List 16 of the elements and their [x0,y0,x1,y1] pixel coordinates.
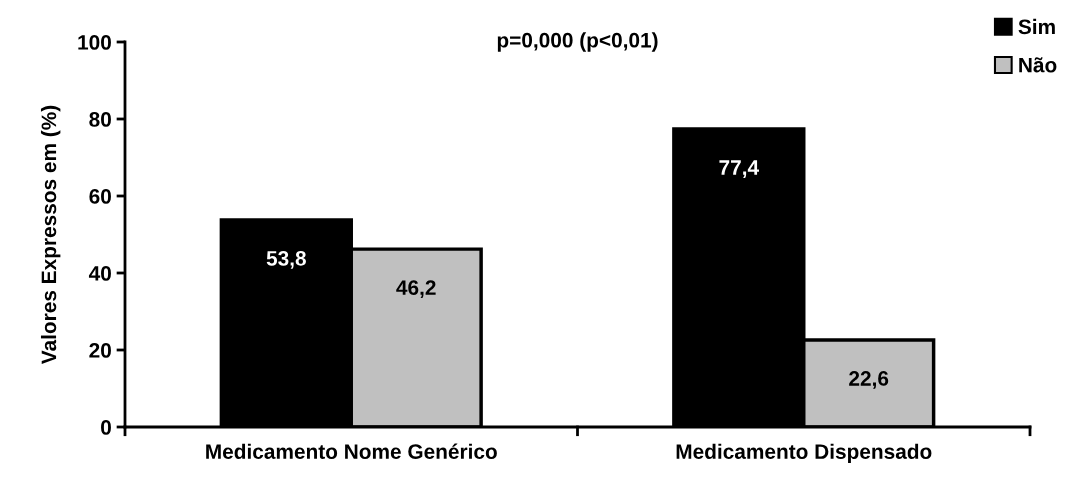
y-tick-label: 40 [88,266,111,281]
data-label: 77,4 [719,160,759,178]
x-tick-label: Medicamento Nome Genérico [206,443,497,459]
y-tick-label: 20 [89,343,111,358]
annotation: p=0,000 (p<0,01) [497,32,658,52]
y-tick-label: 100 [78,35,111,50]
y-axis-title: Valores Expressos em (%) [40,105,61,365]
y-tick-label: 80 [89,112,111,127]
y-tick-label: 0 [101,420,111,435]
legend-label: Sim [1018,18,1055,35]
data-label: 46,2 [396,280,436,299]
data-label: 22,6 [849,371,889,389]
y-tick-label: 60 [89,189,111,204]
data-label: 53,8 [266,250,306,269]
x-tick-label: Medicamento Dispensado [676,443,932,464]
legend-label: Não [1019,57,1057,73]
